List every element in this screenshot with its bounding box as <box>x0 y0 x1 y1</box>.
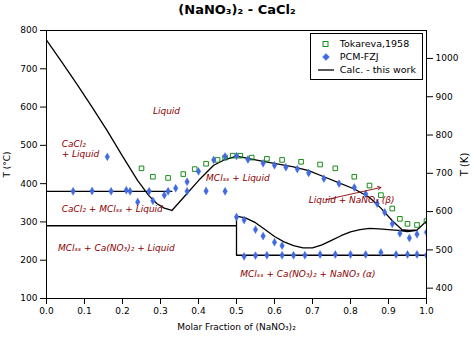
svg-text:0.5: 0.5 <box>229 306 243 316</box>
svg-text:Liquid: Liquid <box>153 106 180 116</box>
svg-text:0.7: 0.7 <box>305 306 319 316</box>
svg-text:200: 200 <box>20 255 37 265</box>
svg-text:MClₛₛ + Ca(NO₃)₂ + NaNO₃ (α): MClₛₛ + Ca(NO₃)₂ + NaNO₃ (α) <box>240 269 375 279</box>
svg-text:T (°C): T (°C) <box>2 151 12 178</box>
html-text:PCM-FZJ: PCM-FZJ <box>339 51 379 62</box>
svg-text:400: 400 <box>436 283 453 293</box>
svg-text:0.6: 0.6 <box>267 306 282 316</box>
svg-text:0.3: 0.3 <box>153 306 167 316</box>
html-text:Calc. - this work: Calc. - this work <box>339 64 416 75</box>
svg-text:100: 100 <box>20 293 37 303</box>
svg-text:1000: 1000 <box>436 53 459 63</box>
svg-text:MClₛₛ + Liquid: MClₛₛ + Liquid <box>206 173 270 183</box>
svg-text:700: 700 <box>436 168 453 178</box>
svg-text:900: 900 <box>436 92 453 102</box>
svg-text:500: 500 <box>436 245 453 255</box>
svg-text:300: 300 <box>20 217 37 227</box>
html-text:(NaNO₃)₂ - CaCl₂: (NaNO₃)₂ - CaCl₂ <box>178 2 296 17</box>
svg-text:T (K): T (K) <box>459 153 470 178</box>
svg-text:0.9: 0.9 <box>381 306 396 316</box>
svg-text:500: 500 <box>20 140 37 150</box>
svg-text:Liquid + NaNO₃ (β): Liquid + NaNO₃ (β) <box>309 195 395 205</box>
svg-text:0.1: 0.1 <box>77 306 91 316</box>
html-text:Tokareva,1958: Tokareva,1958 <box>339 38 410 49</box>
svg-text:0.2: 0.2 <box>115 306 129 316</box>
svg-text:Molar Fraction of (NaNO₃)₂: Molar Fraction of (NaNO₃)₂ <box>177 322 296 332</box>
svg-text:800: 800 <box>20 25 37 35</box>
svg-text:600: 600 <box>20 102 37 112</box>
svg-text:400: 400 <box>20 179 37 189</box>
svg-text:0.4: 0.4 <box>191 306 206 316</box>
svg-text:1.0: 1.0 <box>419 306 434 316</box>
svg-text:600: 600 <box>436 206 453 216</box>
svg-text:0.8: 0.8 <box>343 306 358 316</box>
svg-text:CaCl₂ + MClₛₛ + Liquid: CaCl₂ + MClₛₛ + Liquid <box>62 204 163 214</box>
svg-text:700: 700 <box>20 64 37 74</box>
svg-text:800: 800 <box>436 130 453 140</box>
svg-text:CaCl₂+ Liquid: CaCl₂+ Liquid <box>62 139 100 159</box>
svg-text:MClₛₛ + Ca(NO₃)₂ + Liquid: MClₛₛ + Ca(NO₃)₂ + Liquid <box>58 243 175 253</box>
svg-text:0.0: 0.0 <box>39 306 54 316</box>
